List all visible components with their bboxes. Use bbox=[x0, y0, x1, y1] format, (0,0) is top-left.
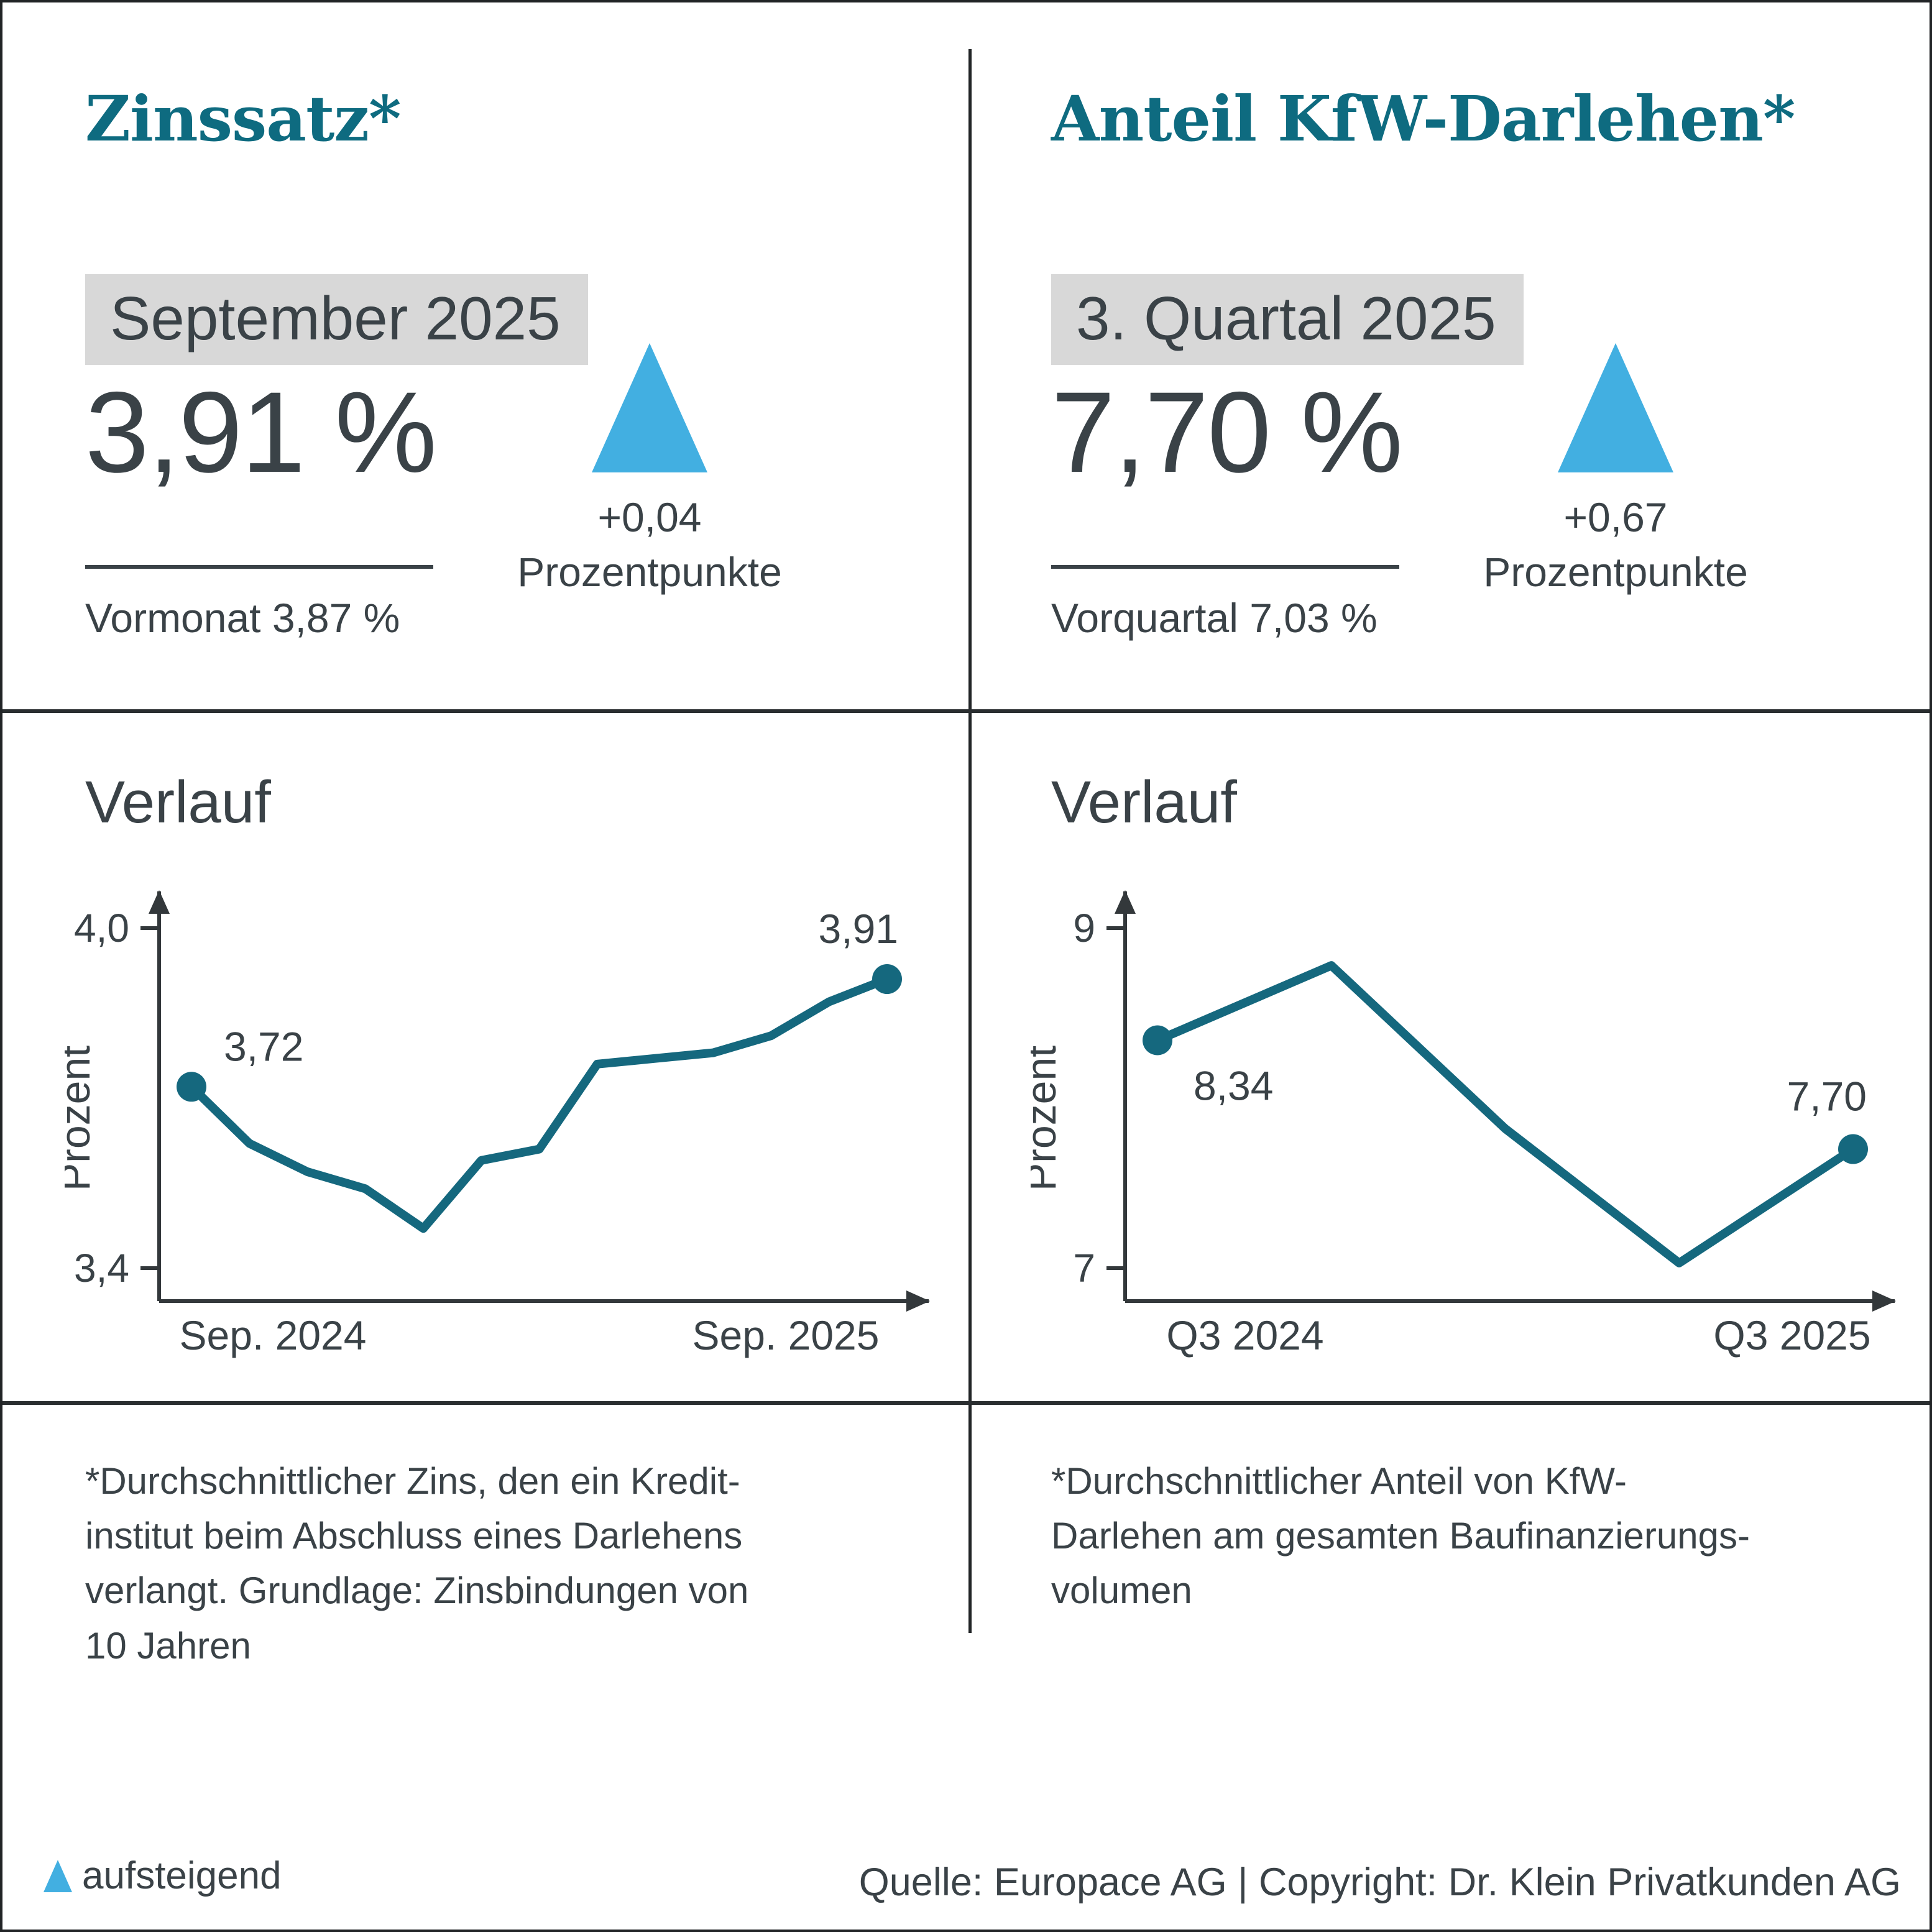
y-tick-label: 7 bbox=[1073, 1246, 1095, 1290]
chart-title: Verlauf bbox=[1051, 769, 1237, 835]
y-axis-arrow bbox=[1115, 890, 1136, 914]
data-line bbox=[1153, 961, 1857, 1267]
horizontal-divider-bottom bbox=[2, 1401, 1930, 1405]
line-chart-kfw: 9 7 Prozent Q3 2024 Q3 2025 8,34 7,70 bbox=[1031, 890, 1896, 1358]
previous-value: Vorquartal 7,03 % bbox=[1051, 595, 1378, 641]
change-value: +0,67 bbox=[1563, 494, 1668, 540]
x-axis-arrow bbox=[1872, 1290, 1896, 1312]
line-chart-zinssatz: 4,0 3,4 Prozent Sep. 2024 Sep. 2025 3,72 3,91 bbox=[65, 890, 930, 1358]
previous-value-rule bbox=[85, 565, 433, 569]
data-point-label: 8,34 bbox=[1194, 1063, 1273, 1109]
horizontal-divider-top bbox=[2, 709, 1930, 713]
panel-zinssatz: Zinssatz* September 2025 3,91 % +0,04 Pr… bbox=[2, 2, 968, 1805]
data-point-label: 3,91 bbox=[819, 906, 898, 952]
chart-title: Verlauf bbox=[85, 769, 271, 835]
y-tick-label: 9 bbox=[1073, 906, 1095, 950]
data-line bbox=[187, 975, 891, 1233]
data-point-last bbox=[1838, 1134, 1868, 1164]
footnote: *Durchschnittlicher Anteil von KfW- Darl… bbox=[1051, 1460, 1750, 1612]
x-tick-label: Q3 2024 bbox=[1166, 1312, 1323, 1358]
page-title: Zinssatz* bbox=[85, 82, 401, 155]
data-point-label: 3,72 bbox=[224, 1023, 303, 1069]
x-axis-arrow bbox=[906, 1290, 930, 1312]
x-tick-label: Sep. 2025 bbox=[692, 1312, 880, 1358]
y-axis-label: Prozent bbox=[1031, 1046, 1065, 1191]
change-unit-label: Prozentpunkte bbox=[1483, 549, 1748, 595]
y-axis-label: Prozent bbox=[65, 1046, 99, 1191]
data-point-first bbox=[177, 1072, 206, 1102]
period-badge: September 2025 bbox=[85, 274, 588, 365]
y-axis-arrow bbox=[149, 890, 170, 914]
change-value: +0,04 bbox=[597, 494, 702, 540]
period-badge: 3. Quartal 2025 bbox=[1051, 274, 1524, 365]
y-tick-label: 4,0 bbox=[74, 906, 129, 950]
y-tick-label: 3,4 bbox=[74, 1246, 129, 1290]
data-point-first bbox=[1143, 1025, 1172, 1056]
data-point-last bbox=[872, 964, 902, 995]
current-value: 7,70 % bbox=[1051, 369, 1403, 497]
legend-label: aufsteigend bbox=[82, 1854, 282, 1897]
triangle-up-icon bbox=[44, 1859, 72, 1892]
page-title: Anteil KfW-Darlehen* bbox=[1051, 82, 1795, 155]
panel-kfw-darlehen: Anteil KfW-Darlehen* 3. Quartal 2025 7,7… bbox=[968, 2, 1930, 1805]
previous-value-rule bbox=[1051, 565, 1399, 569]
triangle-up-icon bbox=[592, 343, 707, 472]
current-value: 3,91 % bbox=[85, 369, 437, 497]
triangle-up-icon bbox=[1558, 343, 1673, 472]
vertical-divider bbox=[968, 49, 972, 1633]
data-point-label: 7,70 bbox=[1787, 1074, 1867, 1120]
x-tick-label: Sep. 2024 bbox=[180, 1312, 367, 1358]
x-tick-label: Q3 2025 bbox=[1713, 1312, 1870, 1358]
footnote: *Durchschnittlicher Zins, den ein Kredit… bbox=[85, 1460, 749, 1667]
legend: aufsteigend bbox=[44, 1854, 282, 1898]
source-copyright: Quelle: Europace AG | Copyright: Dr. Kle… bbox=[858, 1861, 1901, 1904]
previous-value: Vormonat 3,87 % bbox=[85, 595, 400, 641]
change-unit-label: Prozentpunkte bbox=[517, 549, 782, 595]
